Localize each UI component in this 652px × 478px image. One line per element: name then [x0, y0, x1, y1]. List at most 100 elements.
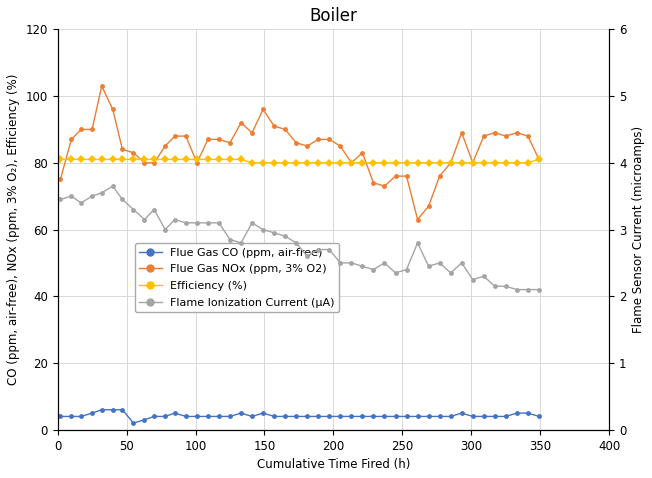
- Flue Gas CO (ppm, air-free): [226, 413, 234, 419]
- Flue Gas NOx (ppm, 3% O2): [413, 217, 421, 222]
- Efficiency (%): [141, 157, 149, 163]
- Flue Gas NOx (ppm, 3% O2): [281, 127, 289, 132]
- Flue Gas CO (ppm, air-free): [237, 410, 245, 416]
- Efficiency (%): [204, 157, 212, 163]
- Efficiency (%): [67, 157, 75, 163]
- Efficiency (%): [325, 160, 333, 166]
- Flue Gas NOx (ppm, 3% O2): [237, 120, 245, 126]
- Flame Ionization Current (μA): [259, 227, 267, 232]
- Flue Gas CO (ppm, air-free): [150, 413, 158, 419]
- Flame Ionization Current (μA): [469, 277, 477, 282]
- Flame Ionization Current (μA): [226, 237, 234, 242]
- X-axis label: Cumulative Time Fired (h): Cumulative Time Fired (h): [257, 458, 410, 471]
- Flue Gas CO (ppm, air-free): [77, 413, 85, 419]
- Flue Gas CO (ppm, air-free): [109, 407, 117, 413]
- Efficiency (%): [215, 157, 223, 163]
- Flue Gas NOx (ppm, 3% O2): [248, 130, 256, 136]
- Flue Gas NOx (ppm, 3% O2): [458, 130, 466, 136]
- Flame Ionization Current (μA): [403, 267, 411, 272]
- Flue Gas CO (ppm, air-free): [292, 413, 300, 419]
- Efficiency (%): [403, 160, 411, 166]
- Flue Gas NOx (ppm, 3% O2): [193, 160, 201, 166]
- Flue Gas CO (ppm, air-free): [469, 413, 477, 419]
- Flame Ionization Current (μA): [248, 220, 256, 226]
- Efficiency (%): [57, 157, 65, 163]
- Flame Ionization Current (μA): [77, 200, 85, 206]
- Flue Gas NOx (ppm, 3% O2): [447, 160, 454, 166]
- Flame Ionization Current (μA): [303, 253, 311, 259]
- Flame Ionization Current (μA): [458, 260, 466, 266]
- Flue Gas CO (ppm, air-free): [270, 413, 278, 419]
- Flue Gas NOx (ppm, 3% O2): [171, 133, 179, 139]
- Flame Ionization Current (μA): [502, 283, 510, 289]
- Flame Ionization Current (μA): [359, 263, 366, 269]
- Efficiency (%): [359, 160, 366, 166]
- Flue Gas NOx (ppm, 3% O2): [314, 137, 322, 142]
- Flame Ionization Current (μA): [292, 240, 300, 246]
- Flue Gas CO (ppm, air-free): [424, 413, 432, 419]
- Efficiency (%): [226, 157, 234, 163]
- Efficiency (%): [109, 157, 117, 163]
- Efficiency (%): [524, 160, 532, 166]
- Efficiency (%): [392, 160, 400, 166]
- Flue Gas NOx (ppm, 3% O2): [259, 107, 267, 112]
- Flame Ionization Current (μA): [161, 227, 169, 232]
- Efficiency (%): [413, 160, 421, 166]
- Flame Ionization Current (μA): [130, 206, 138, 212]
- Flue Gas CO (ppm, air-free): [314, 413, 322, 419]
- Flue Gas CO (ppm, air-free): [447, 413, 454, 419]
- Efficiency (%): [502, 160, 510, 166]
- Flue Gas CO (ppm, air-free): [381, 413, 389, 419]
- Flue Gas NOx (ppm, 3% O2): [161, 143, 169, 149]
- Flame Ionization Current (μA): [109, 183, 117, 189]
- Efficiency (%): [119, 157, 126, 163]
- Flue Gas CO (ppm, air-free): [524, 410, 532, 416]
- Efficiency (%): [447, 160, 454, 166]
- Flue Gas CO (ppm, air-free): [193, 413, 201, 419]
- Flue Gas NOx (ppm, 3% O2): [348, 160, 355, 166]
- Flame Ionization Current (μA): [193, 220, 201, 226]
- Y-axis label: Flame Sensor Current (microamps): Flame Sensor Current (microamps): [632, 126, 645, 333]
- Flue Gas CO (ppm, air-free): [458, 410, 466, 416]
- Flue Gas NOx (ppm, 3% O2): [336, 143, 344, 149]
- Flame Ionization Current (μA): [119, 196, 126, 202]
- Flue Gas NOx (ppm, 3% O2): [215, 137, 223, 142]
- Efficiency (%): [491, 160, 499, 166]
- Flue Gas NOx (ppm, 3% O2): [77, 127, 85, 132]
- Efficiency (%): [381, 160, 389, 166]
- Efficiency (%): [171, 157, 179, 163]
- Flue Gas CO (ppm, air-free): [403, 413, 411, 419]
- Flue Gas CO (ppm, air-free): [513, 410, 521, 416]
- Flame Ionization Current (μA): [57, 196, 65, 202]
- Flame Ionization Current (μA): [513, 287, 521, 293]
- Line: Flue Gas CO (ppm, air-free): Flue Gas CO (ppm, air-free): [58, 407, 541, 425]
- Efficiency (%): [436, 160, 443, 166]
- Efficiency (%): [237, 157, 245, 163]
- Flue Gas CO (ppm, air-free): [182, 413, 190, 419]
- Flue Gas NOx (ppm, 3% O2): [403, 173, 411, 179]
- Flue Gas NOx (ppm, 3% O2): [226, 140, 234, 146]
- Flue Gas CO (ppm, air-free): [259, 410, 267, 416]
- Flue Gas CO (ppm, air-free): [130, 420, 138, 426]
- Flue Gas NOx (ppm, 3% O2): [535, 157, 543, 163]
- Flue Gas CO (ppm, air-free): [392, 413, 400, 419]
- Flue Gas CO (ppm, air-free): [161, 413, 169, 419]
- Efficiency (%): [314, 160, 322, 166]
- Flue Gas NOx (ppm, 3% O2): [424, 203, 432, 209]
- Flue Gas NOx (ppm, 3% O2): [270, 123, 278, 129]
- Flue Gas CO (ppm, air-free): [480, 413, 488, 419]
- Flame Ionization Current (μA): [524, 287, 532, 293]
- Efficiency (%): [193, 157, 201, 163]
- Efficiency (%): [77, 157, 85, 163]
- Efficiency (%): [513, 160, 521, 166]
- Flame Ionization Current (μA): [491, 283, 499, 289]
- Flue Gas CO (ppm, air-free): [348, 413, 355, 419]
- Flue Gas CO (ppm, air-free): [436, 413, 443, 419]
- Title: Boiler: Boiler: [310, 7, 357, 25]
- Flue Gas CO (ppm, air-free): [88, 410, 96, 416]
- Flame Ionization Current (μA): [215, 220, 223, 226]
- Flame Ionization Current (μA): [67, 193, 75, 199]
- Efficiency (%): [161, 157, 169, 163]
- Flame Ionization Current (μA): [436, 260, 443, 266]
- Flame Ionization Current (μA): [535, 287, 543, 293]
